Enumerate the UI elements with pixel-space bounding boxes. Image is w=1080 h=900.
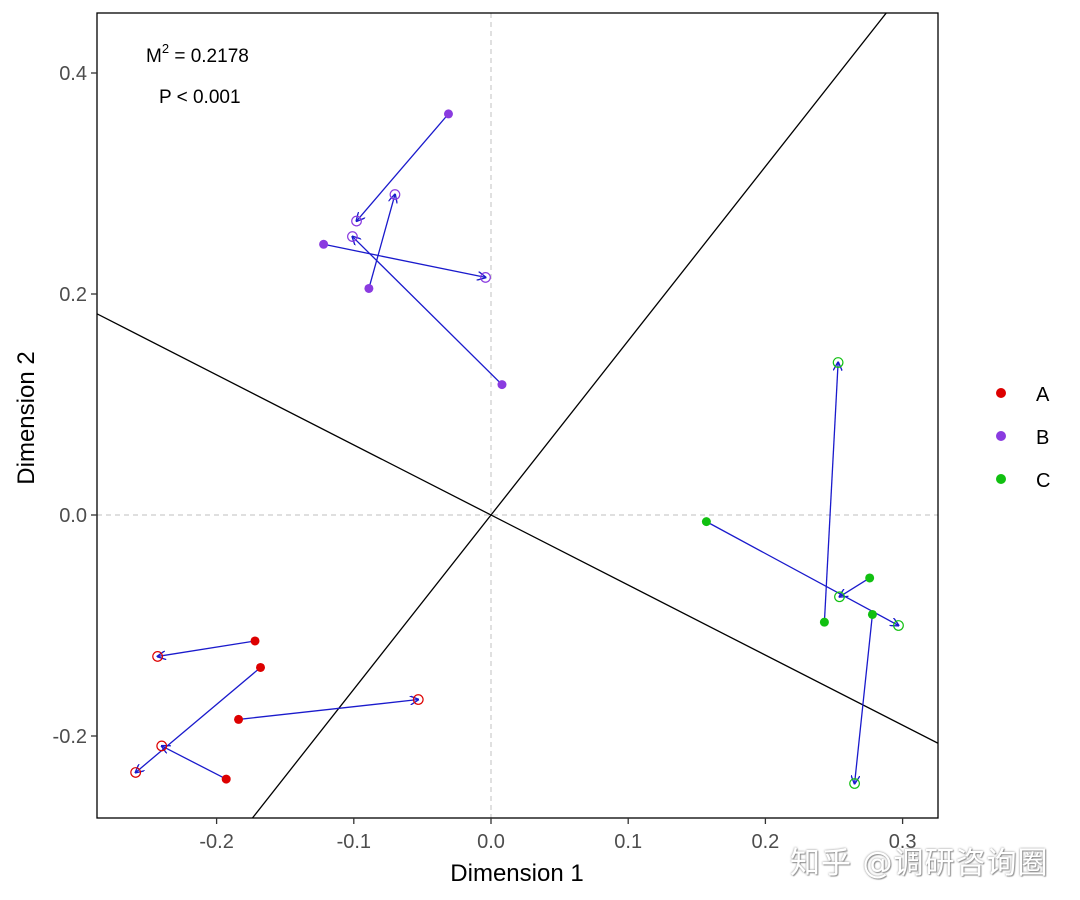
x-tick-label: 0.3 (889, 831, 917, 853)
point-filled-B (364, 283, 374, 293)
y-tick-label: 0.0 (59, 505, 87, 527)
point-filled-B (497, 380, 507, 390)
legend-key-B (996, 431, 1006, 441)
y-axis-title: Dimension 2 (13, 351, 40, 484)
plot-panel (97, 13, 938, 818)
m2-superscript: 2 (162, 41, 169, 56)
point-filled-B (319, 239, 329, 249)
y-axis: -0.2 0.0 0.2 0.4 (53, 63, 97, 748)
x-tick-label: -0.2 (199, 831, 233, 853)
legend: ABC (996, 384, 1050, 492)
svg-text:M2 = 0.2178: M2 = 0.2178 (146, 41, 249, 67)
m2-label: M (146, 46, 162, 67)
procrustes-arrow (238, 700, 419, 721)
point-filled-A (234, 714, 244, 724)
procrustes-arrow (855, 614, 874, 783)
point-open-A (156, 740, 168, 752)
x-tick-label: 0.0 (477, 831, 505, 853)
x-tick-label: -0.1 (337, 831, 371, 853)
m2-annotation: M2 = 0.2178 (146, 41, 249, 67)
point-open-C (849, 778, 860, 789)
procrustes-arrow (136, 666, 261, 772)
y-tick-label: 0.4 (59, 63, 87, 85)
procrustes-arrow (368, 195, 395, 289)
x-axis-title: Dimension 1 (450, 860, 583, 887)
x-tick-label: 0.2 (751, 831, 779, 853)
m2-value: = 0.2178 (169, 46, 249, 67)
point-open-B (480, 272, 491, 283)
point-filled-A (250, 636, 260, 646)
point-filled-C (867, 609, 877, 619)
point-filled-C (819, 617, 829, 627)
procrustes-arrow (162, 746, 227, 780)
point-open-C (893, 620, 904, 631)
point-open-A (152, 651, 164, 662)
plot-border (96, 12, 939, 819)
point-open-C (834, 591, 845, 603)
point-open-A (412, 694, 424, 705)
x-tick-label: 0.1 (614, 831, 642, 853)
procrustes-arrow (352, 237, 503, 386)
point-filled-C (865, 573, 875, 583)
procrustes-arrow (357, 113, 449, 221)
legend-label-A: A (1036, 384, 1050, 406)
procrustes-arrow (839, 577, 871, 597)
points (130, 109, 904, 789)
reference-lines (97, 13, 938, 818)
point-filled-A (221, 774, 231, 784)
p-value-annotation: P < 0.001 (159, 87, 241, 108)
y-tick-label: -0.2 (53, 726, 87, 748)
procrustes-arrow (823, 363, 838, 623)
procrustes-arrow (158, 640, 256, 656)
legend-key-A (996, 388, 1006, 398)
point-filled-A (256, 662, 266, 672)
point-open-B (347, 231, 358, 242)
x-axis: -0.2 -0.1 0.0 0.1 0.2 0.3 (199, 818, 917, 853)
point-open-B (389, 189, 401, 200)
y-tick-label: 0.2 (59, 284, 87, 306)
procrustes-arrow (706, 521, 898, 626)
legend-label-C: C (1036, 470, 1050, 492)
legend-key-C (996, 474, 1006, 484)
point-filled-B (443, 109, 453, 119)
point-open-C (832, 357, 844, 368)
legend-label-B: B (1036, 427, 1049, 449)
procrustes-arrow (323, 243, 486, 277)
watermark: 知乎 @调研咨询圈 (790, 846, 1049, 881)
point-open-A (130, 767, 142, 778)
arrows (136, 113, 899, 784)
point-open-B (351, 215, 362, 227)
point-filled-C (701, 517, 711, 527)
